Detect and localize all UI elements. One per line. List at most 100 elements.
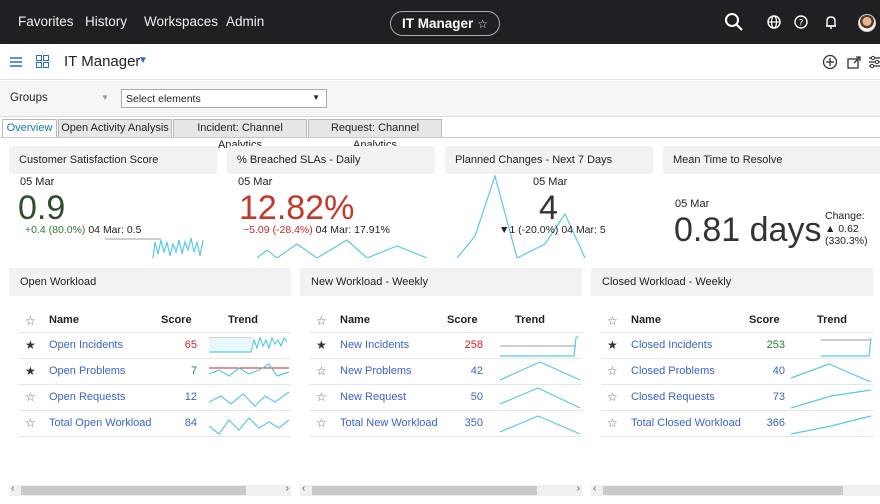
help-icon[interactable]: ? <box>791 12 811 32</box>
favorite-star-icon[interactable]: ☆ <box>477 17 489 31</box>
row-name-link[interactable]: New Incidents <box>340 339 410 351</box>
row-score: 40 <box>772 365 785 377</box>
row-name-link[interactable]: Closed Problems <box>631 365 715 377</box>
avatar[interactable] <box>858 14 876 32</box>
row-score: 84 <box>184 417 197 429</box>
chevron-down-icon: ▼ <box>312 93 320 102</box>
star-outline-icon[interactable]: ☆ <box>607 416 618 430</box>
scroll-left-icon[interactable]: ‹ <box>302 483 306 494</box>
share-icon[interactable] <box>846 54 862 70</box>
name-column-header[interactable]: Name <box>49 314 79 326</box>
star-filled-icon[interactable]: ★ <box>25 364 36 378</box>
sla-value: 12.82% <box>239 189 355 227</box>
open-workload-panel: Open Workload ☆ Name Score Trend ★ Open … <box>9 268 291 500</box>
filter-settings-icon[interactable] <box>869 54 880 70</box>
nav-favorites[interactable]: Favorites <box>18 14 74 29</box>
star-outline-icon[interactable]: ☆ <box>25 390 36 404</box>
row-name-link[interactable]: Total New Workload <box>340 417 438 429</box>
workspace-pill-label: IT Manager <box>401 16 474 31</box>
star-outline-icon[interactable]: ☆ <box>316 364 327 378</box>
horizontal-scrollbar[interactable]: ‹ › <box>300 483 582 496</box>
name-column-header[interactable]: Name <box>631 314 661 326</box>
csat-date: 05 Mar <box>20 176 55 188</box>
scrollbar-thumb[interactable] <box>603 486 843 495</box>
score-column-header[interactable]: Score <box>161 314 192 326</box>
mttr-title: Mean Time to Resolve <box>663 146 880 174</box>
table-row: ☆ Total New Workload 350 <box>310 411 582 437</box>
sla-delta: −5.09 (-28.4%) 04 Mar: 17.91% <box>243 224 390 236</box>
star-outline-icon[interactable]: ☆ <box>316 416 327 430</box>
mttr-card: Mean Time to Resolve 05 Mar 0.81 days Ch… <box>663 146 880 258</box>
tab-open-activity-analysis[interactable]: Open Activity Analysis <box>58 119 172 138</box>
table-row: ☆ New Problems 42 <box>310 359 582 385</box>
mttr-date: 05 Mar <box>675 198 710 210</box>
trend-sparkline <box>790 389 872 409</box>
app-bar: IT Manager ▼ <box>0 44 880 80</box>
tab-request-channel-analytics[interactable]: Request: Channel Analytics <box>308 119 442 151</box>
star-filled-icon[interactable]: ★ <box>316 338 327 352</box>
table-row: ☆ Total Closed Workload 366 <box>601 411 873 437</box>
scrollbar-thumb[interactable] <box>21 486 246 495</box>
header-divider <box>310 332 582 333</box>
score-column-header[interactable]: Score <box>749 314 780 326</box>
menu-icon[interactable] <box>10 56 22 68</box>
planned-changes-card: Planned Changes - Next 7 Days 05 Mar 4 ▼… <box>445 146 653 258</box>
scroll-left-icon[interactable]: ‹ <box>593 483 597 494</box>
horizontal-scrollbar[interactable]: ‹ › <box>9 483 291 496</box>
planned-changes-title: Planned Changes - Next 7 Days <box>445 146 653 174</box>
score-column-header[interactable]: Score <box>447 314 478 326</box>
row-name-link[interactable]: Total Closed Workload <box>631 417 741 429</box>
trend-sparkline <box>499 415 581 435</box>
table-row: ☆ Open Requests 12 <box>19 385 291 411</box>
star-filled-icon[interactable]: ★ <box>25 338 36 352</box>
scrollbar-thumb[interactable] <box>312 486 537 495</box>
nav-admin[interactable]: Admin <box>226 14 265 29</box>
row-name-link[interactable]: Closed Requests <box>631 391 715 403</box>
star-filled-icon[interactable]: ★ <box>607 338 618 352</box>
mttr-value: 0.81 days <box>674 211 822 249</box>
row-name-link[interactable]: Closed Incidents <box>631 339 713 351</box>
scroll-right-icon[interactable]: › <box>285 483 289 494</box>
star-outline-icon[interactable]: ☆ <box>607 390 618 404</box>
planned-changes-date: 05 Mar <box>533 176 568 188</box>
search-icon[interactable] <box>724 12 744 32</box>
grid-icon[interactable] <box>36 55 49 68</box>
nav-workspaces[interactable]: Workspaces <box>144 14 219 29</box>
sla-change: −5.09 (-28.4%) <box>243 224 313 236</box>
globe-icon[interactable] <box>764 12 784 32</box>
row-name-link[interactable]: New Problems <box>340 365 412 377</box>
tab-overview[interactable]: Overview <box>2 119 57 138</box>
select-elements-dropdown[interactable]: Select elements ▼ <box>121 89 327 108</box>
star-outline-icon[interactable]: ☆ <box>607 364 618 378</box>
row-name-link[interactable]: New Request <box>340 391 407 403</box>
row-name-link[interactable]: Open Requests <box>49 391 126 403</box>
favorite-column-star-icon: ☆ <box>25 314 36 328</box>
add-icon[interactable] <box>822 54 838 70</box>
row-score: 253 <box>766 339 785 351</box>
table-row: ★ Open Problems 7 <box>19 359 291 385</box>
workspace-pill[interactable]: IT Manager ☆ <box>390 11 500 36</box>
name-column-header[interactable]: Name <box>340 314 370 326</box>
row-name-link[interactable]: Total Open Workload <box>49 417 152 429</box>
table-row: ★ Open Incidents 65 <box>19 333 291 359</box>
row-name-link[interactable]: Open Incidents <box>49 339 123 351</box>
horizontal-scrollbar[interactable]: ‹ <box>591 483 880 496</box>
select-elements-value: Select elements <box>126 93 201 105</box>
tab-incident-channel-analytics[interactable]: Incident: Channel Analytics <box>173 119 307 151</box>
planned-changes-change: ▼1 (-20.0%) <box>499 224 559 236</box>
row-score: 350 <box>464 417 483 429</box>
row-name-link[interactable]: Open Problems <box>49 365 126 377</box>
trend-sparkline <box>499 361 581 381</box>
nav-history[interactable]: History <box>85 14 128 29</box>
star-outline-icon[interactable]: ☆ <box>316 390 327 404</box>
scroll-right-icon[interactable]: › <box>576 483 580 494</box>
scroll-left-icon[interactable]: ‹ <box>11 483 15 494</box>
bell-icon[interactable] <box>821 12 841 32</box>
star-outline-icon[interactable]: ☆ <box>25 416 36 430</box>
row-score: 258 <box>464 339 483 351</box>
header-divider <box>19 332 291 333</box>
title-dropdown-icon[interactable]: ▼ <box>138 55 148 66</box>
groups-dropdown-icon[interactable]: ▼ <box>101 93 109 102</box>
csat-previous: 04 Mar: 0.5 <box>88 224 142 236</box>
csat-change: +0.4 (80.0%) <box>25 224 86 236</box>
